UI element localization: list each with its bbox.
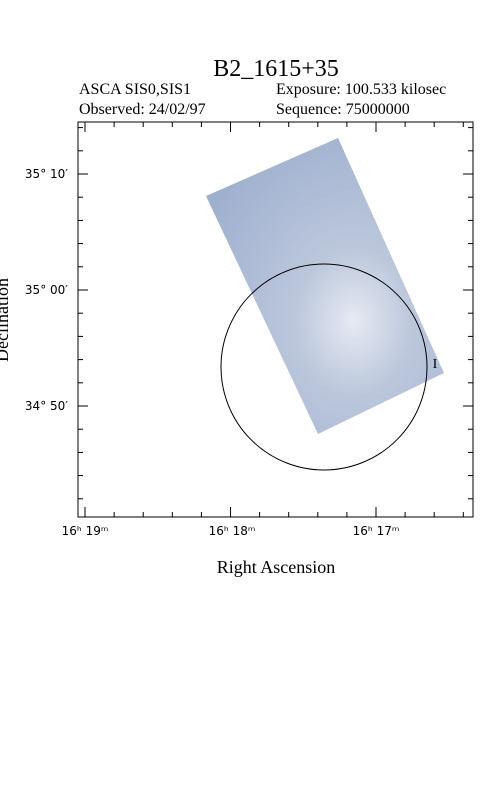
x-tick-label: 16ʰ 19ᵐ — [62, 524, 109, 538]
sky-image — [206, 138, 444, 471]
title: B2_1615+35 — [213, 56, 339, 82]
y-axis-label: Declination — [0, 278, 12, 362]
exposure-map — [206, 138, 444, 434]
source-circle — [220, 263, 428, 471]
ticks — [78, 122, 473, 517]
marker: I — [433, 357, 438, 372]
y-tick-label: 35° 00′ — [25, 283, 68, 297]
instrument: ASCA SIS0,SIS1 — [79, 81, 191, 98]
y-tick-label: 35° 10′ — [25, 167, 68, 181]
sequence: Sequence: 75000000 — [276, 101, 410, 118]
y-tick-label: 34° 50′ — [25, 399, 68, 413]
x-axis-label: Right Ascension — [217, 557, 336, 577]
observed: Observed: 24/02/97 — [79, 101, 206, 118]
x-tick-label: 16ʰ 17ᵐ — [353, 524, 400, 538]
x-tick-label: 16ʰ 18ᵐ — [209, 524, 256, 538]
plot-frame — [77, 121, 474, 518]
exposure: Exposure: 100.533 kilosec — [276, 81, 446, 98]
